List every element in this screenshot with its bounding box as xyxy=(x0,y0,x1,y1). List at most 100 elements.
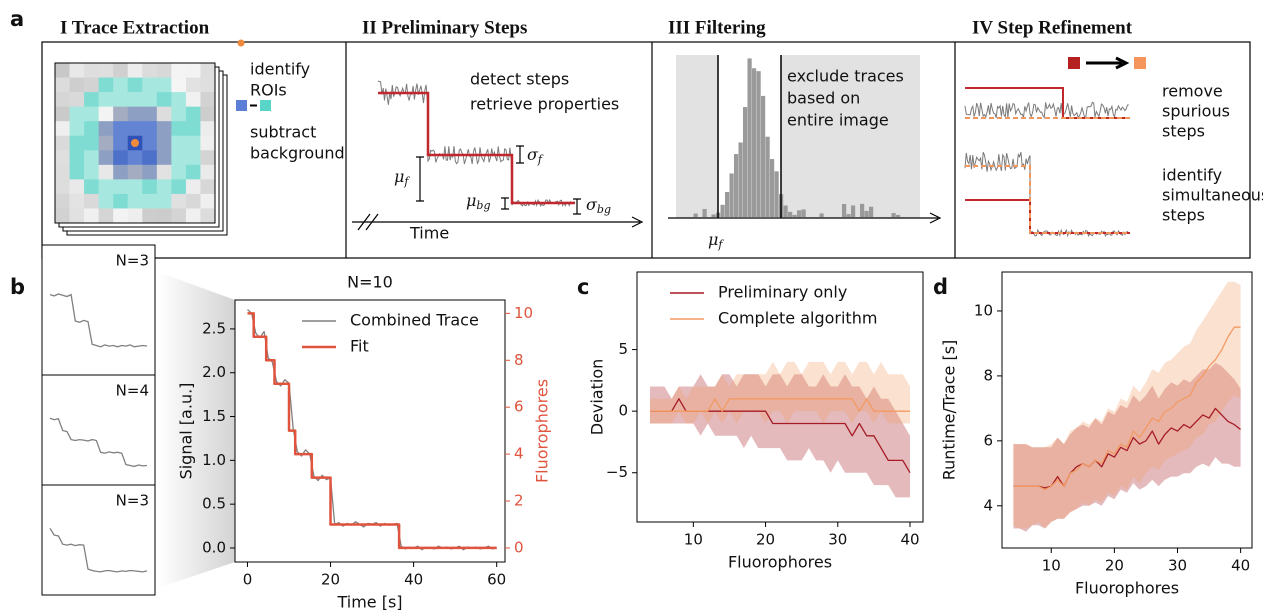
axes-frame xyxy=(1001,271,1253,549)
pixel xyxy=(55,77,70,93)
section-title: III Filtering xyxy=(668,17,766,38)
y-tick-label: 0.0 xyxy=(202,538,226,556)
axis xyxy=(668,212,942,224)
pixel xyxy=(84,164,99,180)
pixel xyxy=(98,208,114,224)
x-tick-label: 30 xyxy=(828,531,847,549)
x-tick-label: 10 xyxy=(1042,557,1061,575)
zoom-wedge xyxy=(158,272,235,588)
pixel xyxy=(55,179,70,195)
y-tick-label: 6 xyxy=(983,431,993,449)
pixel xyxy=(127,77,143,93)
pixel xyxy=(98,63,114,78)
panel-label: b xyxy=(10,275,25,299)
pixel xyxy=(55,150,70,166)
excluded-region xyxy=(781,55,920,218)
roi-dot xyxy=(237,39,245,47)
math-label: μf xyxy=(394,167,410,189)
pixel xyxy=(127,150,143,166)
time-axis xyxy=(352,216,644,228)
series-line xyxy=(650,398,910,412)
pixel xyxy=(113,208,129,224)
pixel xyxy=(127,208,143,224)
pixel xyxy=(55,164,70,180)
pixel xyxy=(185,179,201,195)
pixel xyxy=(69,77,85,93)
pixel xyxy=(171,164,187,180)
pixel xyxy=(185,63,201,78)
series-line xyxy=(247,312,497,550)
trace-line xyxy=(49,293,148,348)
schematic-bar xyxy=(851,205,856,217)
schematic-bar xyxy=(725,191,730,217)
inset-frame xyxy=(41,374,156,486)
y-tick-label: 4 xyxy=(983,496,993,514)
bracket xyxy=(573,198,581,215)
annotation: based on xyxy=(787,89,860,108)
annotation: spurious xyxy=(1162,102,1230,121)
pixel xyxy=(171,106,187,122)
annotation: background xyxy=(250,144,345,163)
pixel xyxy=(200,164,216,180)
pixel xyxy=(142,150,158,166)
y2-tick-label: 8 xyxy=(514,351,524,369)
pixel xyxy=(156,63,172,78)
pixel xyxy=(127,179,143,195)
schematic xyxy=(41,39,1251,259)
pixel xyxy=(200,150,216,166)
pixel xyxy=(113,193,129,209)
pixel xyxy=(69,135,85,151)
pixel xyxy=(113,135,129,151)
annotation: identify xyxy=(1162,166,1222,185)
schematic-bar xyxy=(752,68,757,218)
schematic-bar xyxy=(693,213,698,217)
bracket xyxy=(516,145,524,164)
schematic-bar xyxy=(747,58,752,217)
pixel xyxy=(55,106,70,122)
pixel xyxy=(171,135,187,151)
pixel xyxy=(69,92,85,107)
annotation: exclude traces xyxy=(787,67,904,86)
legend-label: Combined Trace xyxy=(350,311,479,330)
x-tick-label: 0 xyxy=(243,571,253,589)
pixel xyxy=(185,77,201,93)
schematic-bar xyxy=(702,208,707,217)
pixel xyxy=(185,135,201,151)
pixel xyxy=(171,92,187,107)
y2-tick-label: 10 xyxy=(514,304,533,322)
excluded-region xyxy=(676,55,718,218)
schematic-bar xyxy=(734,154,739,217)
image-frame xyxy=(54,62,216,224)
pixel xyxy=(113,63,129,78)
section-title: I Trace Extraction xyxy=(60,17,210,38)
pixel xyxy=(142,63,158,78)
schematic-bar xyxy=(729,173,734,217)
subscript: f xyxy=(717,238,724,251)
pixel xyxy=(84,208,99,224)
schematic-bar xyxy=(738,142,743,217)
symbol: μ xyxy=(466,191,476,210)
pixel xyxy=(98,121,114,137)
y-tick-label: −5 xyxy=(606,463,628,481)
math-label: σf xyxy=(527,145,544,167)
schematic-bar xyxy=(770,159,775,217)
pixel xyxy=(127,121,143,137)
axis-break xyxy=(357,213,379,231)
pixel xyxy=(98,193,114,209)
inset-title: N=4 xyxy=(116,382,149,400)
pixel xyxy=(200,193,216,209)
annotation: remove xyxy=(1162,82,1223,101)
y2-tick-label: 0 xyxy=(514,538,524,556)
schematic-bar xyxy=(801,209,806,217)
panel-label: d xyxy=(933,275,948,299)
pixel xyxy=(156,135,172,151)
schematic-bar xyxy=(792,214,797,217)
pixel xyxy=(84,92,99,107)
subscript: f xyxy=(537,153,544,166)
y2-tick-label: 4 xyxy=(514,445,524,463)
pixel xyxy=(84,121,99,137)
schematic-bar xyxy=(783,205,788,217)
y-tick-label: 0 xyxy=(618,402,628,420)
schematic-fit xyxy=(378,91,575,205)
